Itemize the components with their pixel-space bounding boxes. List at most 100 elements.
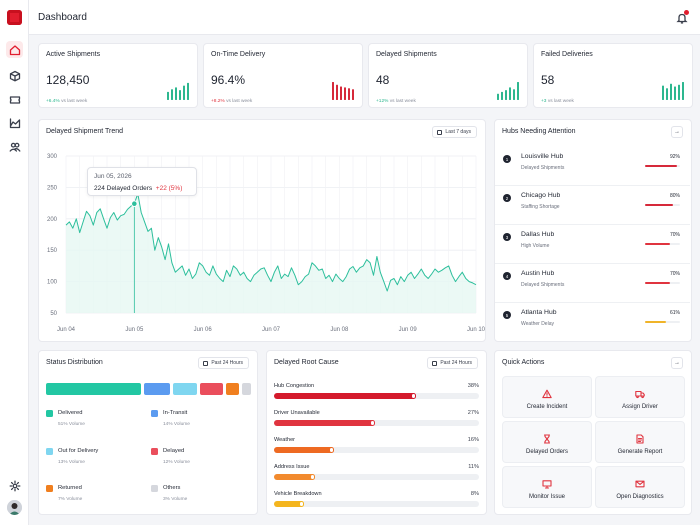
spark-bar xyxy=(167,91,169,100)
area-chart-icon[interactable] xyxy=(6,114,23,131)
cause-pct: 16% xyxy=(467,437,479,443)
hub-row[interactable]: 5 Atlanta Hub Weather Delay 61% xyxy=(495,304,690,342)
legend-swatch xyxy=(151,448,158,455)
user-avatar[interactable] xyxy=(7,500,22,515)
tooltip-value: 224 Delayed Orders +22 (5%) xyxy=(94,185,183,192)
spark-bar xyxy=(662,85,664,100)
cause-row: Driver Unavailable 27% xyxy=(274,410,479,432)
cause-track xyxy=(274,420,479,426)
box-icon[interactable] xyxy=(6,67,23,84)
legend-swatch xyxy=(46,485,53,492)
kpi-trend: +3 vs last week xyxy=(541,99,574,104)
status-range-label: Past 24 Hours xyxy=(211,360,243,366)
root-cause-card: Delayed Root Cause Past 24 Hours Hub Con… xyxy=(266,350,487,515)
cause-track xyxy=(274,447,479,453)
legend-swatch xyxy=(151,410,158,417)
legend-label: Delivered xyxy=(58,410,83,416)
notification-dot xyxy=(684,10,689,15)
quick-action-label: Open Diagnostics xyxy=(616,494,664,500)
root-cause-range-label: Past 24 Hours xyxy=(440,360,472,366)
hub-row[interactable]: 4 Austin Hub Delayed Shipments 70% xyxy=(495,265,690,303)
cause-row: Weather 16% xyxy=(274,437,479,459)
hub-row[interactable]: 3 Dallas Hub High Volume 70% xyxy=(495,226,690,264)
spark-bar xyxy=(171,89,173,100)
spark-bar xyxy=(505,90,507,100)
spark-bar xyxy=(666,88,668,100)
hubs-title: Hubs Needing Attention xyxy=(502,128,576,135)
hub-progress xyxy=(645,321,680,323)
monitor-issue-button[interactable]: Monitor Issue xyxy=(502,466,592,508)
status-segment xyxy=(144,383,171,395)
spark-bar xyxy=(501,91,503,100)
cause-row: Hub Congestion 38% xyxy=(274,383,479,405)
status-range-button[interactable]: Past 24 Hours xyxy=(198,357,249,369)
hub-progress xyxy=(645,204,680,206)
arrow-right-icon[interactable]: → xyxy=(671,126,683,138)
create-incident-button[interactable]: Create Incident xyxy=(502,376,592,418)
kpi-trend: +12% vs last week xyxy=(376,99,416,104)
status-title: Status Distribution xyxy=(46,359,103,366)
spark-bar xyxy=(678,84,680,100)
spark-bar xyxy=(336,84,338,100)
ticket-icon[interactable] xyxy=(6,91,23,108)
hub-rank: 3 xyxy=(503,233,511,241)
cause-pct: 8% xyxy=(470,491,479,497)
file-text-icon xyxy=(635,431,645,444)
home-icon[interactable] xyxy=(6,41,23,58)
delayed-orders-button[interactable]: Delayed Orders xyxy=(502,421,592,463)
chart-tooltip: Jun 05, 2026 224 Delayed Orders +22 (5%) xyxy=(87,167,197,196)
status-segment xyxy=(200,383,223,395)
hub-pct: 80% xyxy=(669,193,680,199)
spark-bar xyxy=(670,83,672,100)
monitor-icon xyxy=(542,476,552,489)
hub-name: Austin Hub xyxy=(521,270,555,277)
cause-name: Hub Congestion xyxy=(274,383,315,389)
spark-bar xyxy=(348,88,350,100)
hub-row[interactable]: 2 Chicago Hub Staffing Shortage 80% xyxy=(495,187,690,225)
spark-bar xyxy=(674,86,676,100)
generate-report-button[interactable]: Generate Report xyxy=(595,421,685,463)
kpi-title: Failed Deliveries xyxy=(541,51,593,58)
cause-bar xyxy=(274,393,416,399)
bell-icon[interactable] xyxy=(676,10,689,24)
assign-driver-button[interactable]: Assign Driver xyxy=(595,376,685,418)
root-cause-title: Delayed Root Cause xyxy=(274,359,339,366)
legend-value: 12% Volume xyxy=(163,460,190,465)
legend-value: 3% Volume xyxy=(163,497,188,502)
spark-bar xyxy=(682,82,684,100)
kpi-card-failed-deliveries: Failed Deliveries 58 +3 vs last week xyxy=(533,43,693,108)
hub-progress xyxy=(645,165,680,167)
hub-rank: 2 xyxy=(503,194,511,202)
quick-actions-title: Quick Actions xyxy=(502,359,545,366)
calendar-icon xyxy=(203,360,209,366)
brand-logo[interactable] xyxy=(7,10,22,25)
alert-triangle-icon xyxy=(542,386,552,399)
trend-range-button[interactable]: Last 7 days xyxy=(432,126,477,138)
hub-name: Chicago Hub xyxy=(521,192,561,199)
status-card: Status Distribution Past 24 Hours Delive… xyxy=(38,350,258,515)
kpi-sparkline xyxy=(662,82,684,100)
tooltip-date: Jun 05, 2026 xyxy=(94,173,132,180)
kpi-title: Active Shipments xyxy=(46,51,101,58)
page-title: Dashboard xyxy=(38,12,87,23)
kpi-sparkline xyxy=(497,82,519,100)
legend-label: Others xyxy=(163,485,181,491)
spark-bar xyxy=(352,89,354,100)
spark-bar xyxy=(183,85,185,100)
open-diagnostics-button[interactable]: Open Diagnostics xyxy=(595,466,685,508)
users-icon[interactable] xyxy=(6,138,23,155)
hub-reason: Delayed Shipments xyxy=(521,282,565,288)
cause-name: Address Issue xyxy=(274,464,310,470)
hub-progress xyxy=(645,243,680,245)
hub-rank: 5 xyxy=(503,311,511,319)
cause-name: Weather xyxy=(274,437,296,443)
kpi-value: 96.4% xyxy=(211,73,246,87)
gear-icon[interactable] xyxy=(6,477,23,494)
status-segment xyxy=(225,383,239,395)
root-cause-range-button[interactable]: Past 24 Hours xyxy=(427,357,478,369)
calendar-icon xyxy=(437,129,443,135)
status-segment xyxy=(241,383,252,395)
hub-row[interactable]: 1 Louisville Hub Delayed Shipments 92% xyxy=(495,148,690,186)
cause-bar xyxy=(274,474,315,480)
arrow-right-icon[interactable]: → xyxy=(671,357,683,369)
